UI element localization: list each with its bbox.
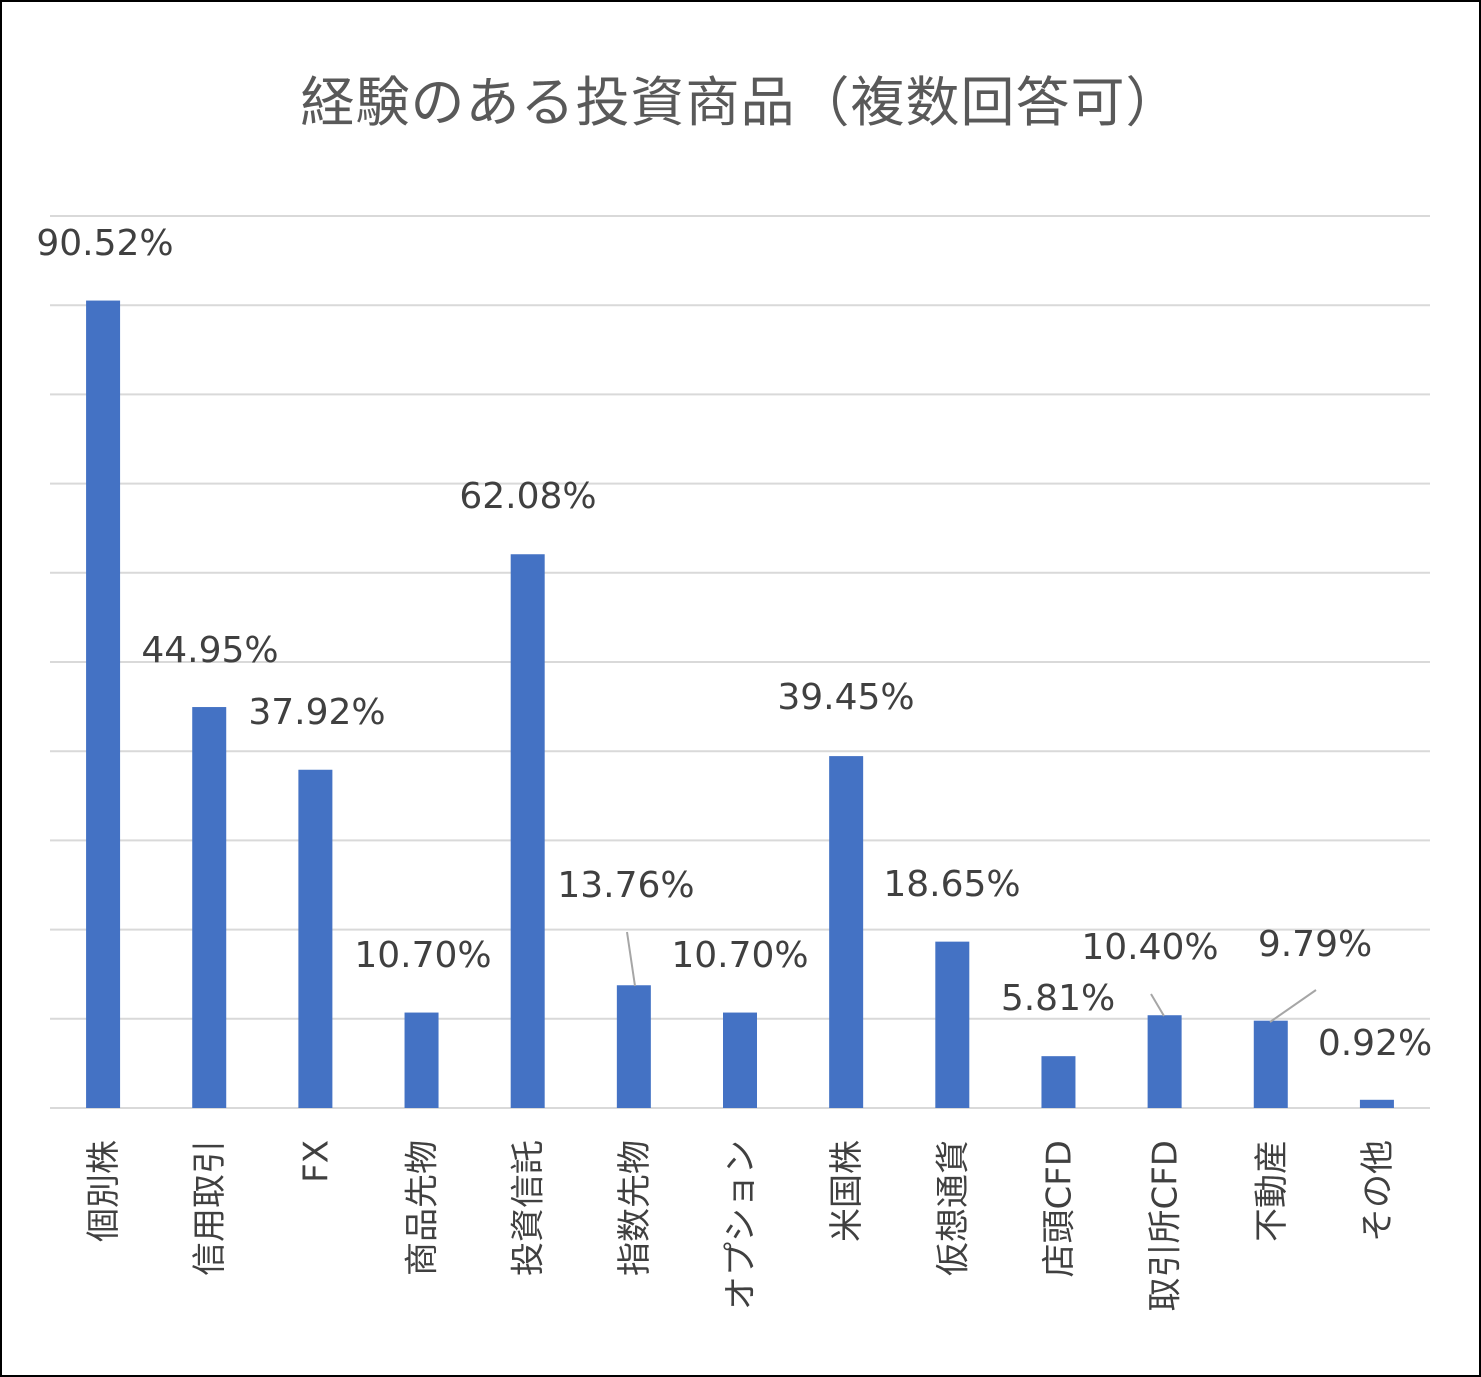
- chart-title: 経験のある投資商品（複数回答可）: [300, 71, 1181, 134]
- data-label: 44.95%: [141, 630, 278, 671]
- bar: [510, 554, 545, 1108]
- gridlines: [50, 215, 1430, 1109]
- bar: [1253, 1020, 1288, 1108]
- data-label: 9.79%: [1258, 924, 1372, 965]
- category-label: 取引所CFD: [1146, 1140, 1186, 1311]
- category-label: 商品先物: [403, 1140, 443, 1276]
- category-label: オプション: [721, 1140, 761, 1310]
- data-label: 62.08%: [459, 476, 596, 517]
- category-label: 米国株: [827, 1140, 867, 1242]
- data-label: 10.70%: [671, 935, 808, 976]
- category-label: 信用取引: [190, 1140, 230, 1276]
- bar: [86, 300, 121, 1108]
- category-label: 投資信託: [509, 1140, 549, 1276]
- bar: [723, 1012, 757, 1108]
- data-label: 10.40%: [1081, 927, 1218, 968]
- leader-line: [626, 931, 636, 987]
- bar: [192, 707, 227, 1108]
- data-label: 5.81%: [1001, 978, 1115, 1019]
- bar: [829, 756, 864, 1108]
- data-label: 90.52%: [36, 223, 173, 264]
- data-labels: 90.52% 44.95% 37.92% 10.70% 62.08% 13.76% 10.7…: [36, 223, 1432, 1064]
- category-label: 指数先物: [615, 1140, 655, 1276]
- data-label: 0.92%: [1318, 1023, 1432, 1064]
- category-label: 店頭CFD: [1039, 1140, 1079, 1277]
- data-label: 39.45%: [777, 677, 914, 718]
- bar: [1041, 1056, 1076, 1108]
- category-label: 個別株: [84, 1140, 124, 1242]
- category-label: FX: [296, 1140, 336, 1183]
- leader-line: [1150, 993, 1165, 1017]
- bar: [616, 985, 651, 1108]
- leader-line: [1269, 989, 1317, 1023]
- bar: [935, 941, 970, 1108]
- category-label: 仮想通貨: [933, 1140, 973, 1276]
- category-label: その他: [1358, 1140, 1398, 1242]
- bar: [298, 769, 333, 1108]
- bar: [1359, 1099, 1394, 1108]
- data-label: 10.70%: [354, 935, 491, 976]
- category-labels: 個別株 信用取引 FX 商品先物 投資信託 指数先物 オプション 米国株 仮想通貨 店頭CFD 取引…: [84, 1140, 1398, 1311]
- data-label: 13.76%: [557, 865, 694, 906]
- category-label: 不動産: [1252, 1140, 1292, 1242]
- data-label: 18.65%: [883, 864, 1020, 905]
- leader-lines: [626, 931, 1317, 1023]
- data-label: 37.92%: [248, 692, 385, 733]
- bars: [86, 300, 1394, 1108]
- bar: [404, 1012, 439, 1108]
- bar: [1147, 1015, 1182, 1108]
